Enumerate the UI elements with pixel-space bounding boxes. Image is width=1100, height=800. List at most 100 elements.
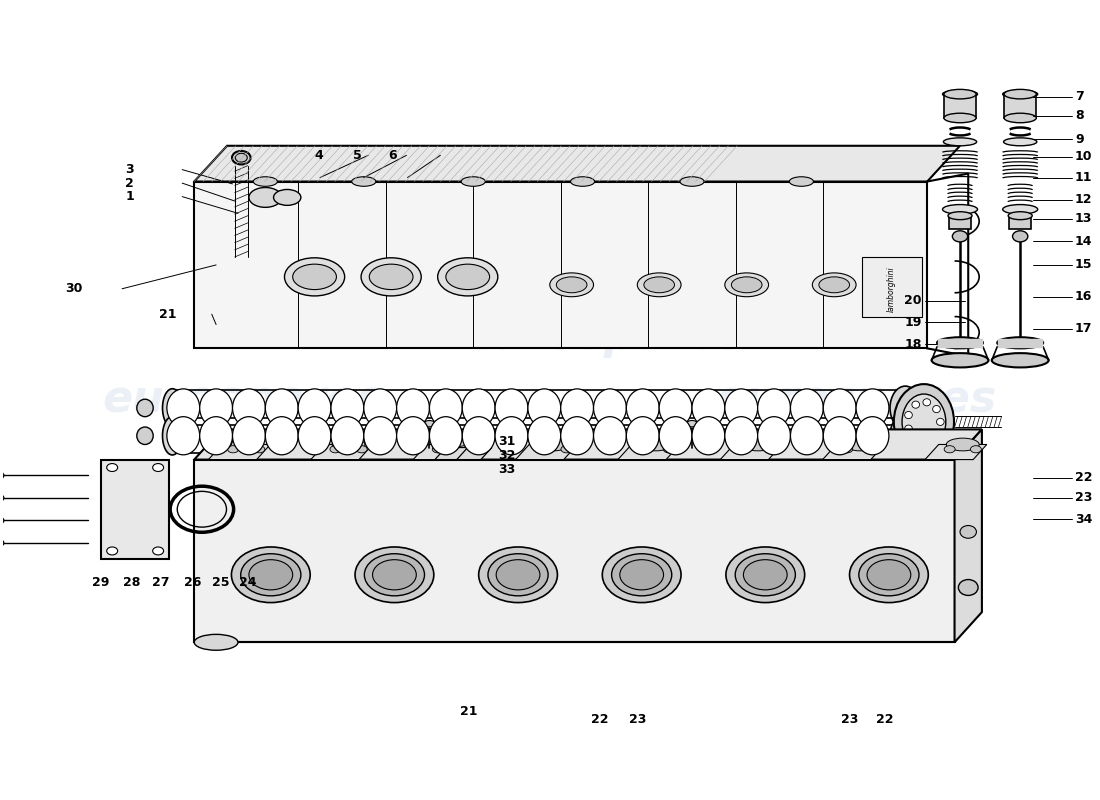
Ellipse shape (812, 273, 856, 297)
Ellipse shape (298, 389, 331, 427)
Ellipse shape (231, 547, 310, 602)
Ellipse shape (998, 338, 1043, 348)
Text: 21: 21 (160, 308, 177, 321)
Ellipse shape (626, 389, 659, 427)
Ellipse shape (195, 634, 238, 650)
Ellipse shape (397, 389, 429, 427)
Ellipse shape (637, 273, 681, 297)
Ellipse shape (429, 389, 462, 427)
Bar (944, 94, 976, 118)
Ellipse shape (944, 446, 955, 453)
Ellipse shape (331, 389, 364, 427)
Ellipse shape (488, 554, 548, 596)
Text: 4: 4 (315, 149, 323, 162)
Text: 29: 29 (92, 576, 110, 590)
Text: 18: 18 (904, 338, 922, 351)
Ellipse shape (285, 258, 344, 296)
Ellipse shape (791, 389, 823, 427)
Ellipse shape (200, 417, 232, 455)
Ellipse shape (274, 190, 301, 206)
Text: 14: 14 (1075, 234, 1092, 248)
Text: eurospares: eurospares (102, 378, 384, 422)
Ellipse shape (249, 187, 282, 207)
Ellipse shape (228, 446, 239, 453)
Ellipse shape (265, 417, 298, 455)
Ellipse shape (478, 547, 558, 602)
Ellipse shape (364, 554, 425, 596)
Ellipse shape (361, 258, 421, 296)
Text: 22: 22 (1075, 471, 1092, 484)
Ellipse shape (1004, 114, 1036, 122)
Ellipse shape (214, 431, 232, 449)
Ellipse shape (0, 516, 4, 525)
Ellipse shape (725, 389, 758, 427)
Text: 23: 23 (1075, 491, 1092, 504)
Ellipse shape (331, 417, 364, 455)
Ellipse shape (849, 547, 928, 602)
Polygon shape (925, 445, 987, 459)
Ellipse shape (644, 277, 674, 293)
Ellipse shape (725, 417, 758, 455)
Ellipse shape (232, 389, 265, 427)
Ellipse shape (550, 273, 594, 297)
Ellipse shape (758, 389, 791, 427)
Ellipse shape (1012, 230, 1027, 242)
Ellipse shape (1003, 90, 1037, 98)
Text: 12: 12 (1075, 194, 1092, 206)
Ellipse shape (561, 446, 572, 453)
Polygon shape (208, 445, 271, 459)
Bar (861, 257, 922, 317)
Ellipse shape (535, 446, 546, 453)
Text: 25: 25 (211, 576, 229, 590)
Ellipse shape (163, 389, 183, 427)
Ellipse shape (528, 417, 561, 455)
Ellipse shape (495, 389, 528, 427)
Ellipse shape (904, 411, 912, 418)
Ellipse shape (732, 277, 762, 293)
Ellipse shape (766, 446, 777, 453)
Ellipse shape (528, 389, 561, 427)
Ellipse shape (856, 389, 889, 427)
Polygon shape (414, 445, 475, 459)
Ellipse shape (890, 386, 921, 430)
Ellipse shape (791, 417, 823, 455)
Ellipse shape (659, 389, 692, 427)
Text: 5: 5 (353, 149, 362, 162)
Ellipse shape (594, 417, 626, 455)
Ellipse shape (686, 421, 697, 427)
Ellipse shape (725, 273, 769, 297)
Ellipse shape (937, 338, 983, 348)
Text: 8: 8 (1075, 109, 1084, 122)
Text: eurospares: eurospares (464, 315, 745, 358)
Ellipse shape (1003, 205, 1037, 214)
Ellipse shape (265, 389, 298, 427)
Ellipse shape (241, 554, 301, 596)
Ellipse shape (561, 417, 594, 455)
Ellipse shape (992, 353, 1048, 367)
Text: 31: 31 (498, 435, 516, 448)
Ellipse shape (232, 151, 251, 165)
Ellipse shape (537, 438, 570, 451)
Ellipse shape (355, 547, 433, 602)
Ellipse shape (200, 389, 232, 427)
Ellipse shape (867, 560, 911, 590)
Ellipse shape (823, 417, 856, 455)
Ellipse shape (230, 438, 263, 451)
Ellipse shape (932, 353, 989, 367)
Ellipse shape (163, 417, 183, 455)
Ellipse shape (818, 277, 849, 293)
Ellipse shape (332, 438, 365, 451)
Text: 10: 10 (1075, 150, 1092, 163)
Ellipse shape (626, 417, 659, 455)
Ellipse shape (944, 90, 976, 99)
Ellipse shape (364, 417, 397, 455)
Ellipse shape (571, 177, 595, 186)
Text: 17: 17 (1075, 322, 1092, 335)
Bar (949, 216, 971, 229)
Polygon shape (955, 430, 982, 642)
Text: 13: 13 (1075, 212, 1092, 226)
Text: 19: 19 (904, 316, 922, 329)
Polygon shape (434, 447, 470, 459)
Ellipse shape (373, 560, 416, 590)
Ellipse shape (496, 560, 540, 590)
